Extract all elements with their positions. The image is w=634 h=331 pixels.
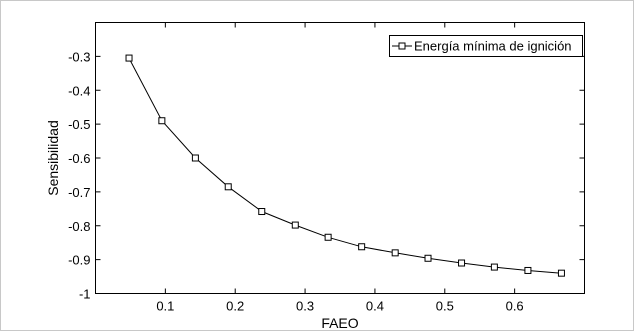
legend: Energía mínima de ignición bbox=[389, 35, 583, 57]
x-tick-label: 0.4 bbox=[366, 299, 384, 314]
data-point bbox=[358, 243, 366, 251]
x-axis: 0.1 0.2 0.3 0.4 0.5 0.6 bbox=[156, 22, 524, 314]
series-layer bbox=[125, 54, 565, 277]
data-point bbox=[557, 269, 565, 277]
data-point bbox=[424, 254, 432, 262]
data-point bbox=[191, 154, 199, 162]
y-tick-label: -0.7 bbox=[68, 185, 90, 200]
data-point bbox=[391, 249, 399, 257]
x-tick-label: 0.3 bbox=[296, 299, 314, 314]
data-point bbox=[490, 263, 498, 271]
legend-box bbox=[389, 35, 583, 57]
y-tick-label: -0.9 bbox=[68, 253, 90, 268]
data-point bbox=[324, 233, 332, 241]
data-point bbox=[458, 259, 466, 267]
y-tick-label: -0.4 bbox=[68, 83, 90, 98]
y-axis-label: Sensibilidad bbox=[45, 120, 61, 196]
x-tick-label: 0.5 bbox=[436, 299, 454, 314]
data-point bbox=[125, 54, 133, 62]
plot-area bbox=[95, 22, 585, 294]
x-tick-label: 0.1 bbox=[156, 299, 174, 314]
data-point bbox=[158, 117, 166, 125]
y-tick-label: -0.8 bbox=[68, 219, 90, 234]
y-axis: -0.3 -0.4 -0.5 -0.6 -0.7 -0.8 -0.9 -1 bbox=[68, 49, 585, 302]
x-tick-label: 0.6 bbox=[506, 299, 524, 314]
data-point bbox=[291, 221, 299, 229]
x-tick-label: 0.2 bbox=[226, 299, 244, 314]
series-line bbox=[128, 57, 562, 274]
data-point bbox=[258, 208, 266, 216]
y-tick-label: -1 bbox=[79, 287, 91, 302]
y-tick-label: -0.3 bbox=[68, 49, 90, 64]
legend-marker-square bbox=[398, 42, 406, 50]
y-tick-label: -0.5 bbox=[68, 117, 90, 132]
legend-label: Energía mínima de ignición bbox=[414, 39, 572, 54]
data-point bbox=[224, 183, 232, 191]
data-point bbox=[524, 266, 532, 274]
y-tick-label: -0.6 bbox=[68, 151, 90, 166]
x-axis-label: FAEO bbox=[321, 315, 358, 331]
